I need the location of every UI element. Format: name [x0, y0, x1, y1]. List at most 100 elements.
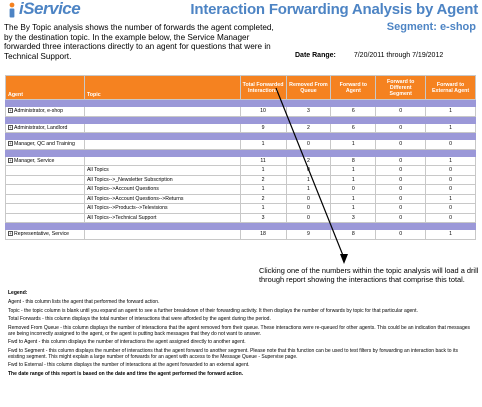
- value-cell[interactable]: 0: [425, 184, 476, 195]
- expand-icon[interactable]: +: [8, 108, 13, 114]
- topic-cell: [83, 122, 241, 133]
- topic-row: All Topics-->Account Questions 1 1 0 0 0: [5, 184, 476, 195]
- value-cell[interactable]: 1: [330, 174, 377, 185]
- legend-footer: The date range of this report is based o…: [8, 370, 244, 377]
- value-cell[interactable]: 0: [375, 203, 427, 214]
- value-cell: 0: [375, 106, 427, 117]
- value-cell: 6: [330, 122, 377, 133]
- agent-cell: [5, 203, 85, 214]
- separator-row: [5, 222, 476, 230]
- value-cell[interactable]: 1: [425, 193, 476, 204]
- agent-name: Manager, Service: [14, 157, 55, 164]
- separator-row: [5, 115, 476, 124]
- iservice-logo: iService: [2, 0, 81, 20]
- topic-cell: All Topics: [83, 165, 241, 176]
- value-cell[interactable]: 0: [285, 203, 332, 214]
- value-cell: 1: [330, 139, 377, 150]
- value-cell[interactable]: 1: [239, 203, 287, 214]
- separator-cell: [5, 148, 85, 157]
- agent-cell[interactable]: + Manager, Service: [5, 155, 85, 166]
- expand-icon[interactable]: +: [8, 141, 13, 147]
- value-cell[interactable]: 0: [330, 184, 377, 195]
- value-cell: 0: [375, 155, 427, 166]
- topic-cell: [83, 139, 241, 150]
- value-cell[interactable]: 0: [285, 165, 332, 176]
- col-header-fwd-agent: Forward to Agent: [330, 75, 377, 100]
- legend-item: Removed From Queue - this column display…: [8, 324, 471, 337]
- agent-cell[interactable]: + Administrator, Landlord: [5, 122, 85, 133]
- value-cell[interactable]: 0: [375, 174, 427, 185]
- value-cell[interactable]: 0: [425, 212, 476, 223]
- logo-mark-icon: [9, 2, 15, 18]
- value-cell: 8: [330, 229, 377, 240]
- value-cell[interactable]: 0: [375, 212, 427, 223]
- topic-cell: All Topics-->_Newsletter Subscription: [83, 174, 241, 185]
- value-cell[interactable]: 1: [330, 193, 377, 204]
- agent-name: Administrator, e-shop: [14, 108, 64, 115]
- separator-cell: [83, 132, 241, 140]
- date-range-value: 7/20/2011 through 7/19/2012: [353, 52, 444, 59]
- value-cell: 0: [425, 139, 476, 150]
- agent-name: Administrator, Landlord: [14, 124, 68, 131]
- expand-icon[interactable]: +: [8, 231, 13, 237]
- value-cell: 2: [285, 122, 332, 133]
- value-cell: 1: [239, 139, 287, 150]
- expand-icon[interactable]: +: [8, 157, 13, 163]
- value-cell[interactable]: 0: [425, 174, 476, 185]
- table-body: + Administrator, e-shop 10 3 6 0 1 + Administrat…: [5, 99, 476, 240]
- value-cell[interactable]: 3: [239, 212, 287, 223]
- agent-name: Manager, QC and Training: [14, 141, 75, 148]
- separator-cell: [5, 115, 85, 124]
- topic-row: All Topics 1 0 1 0 0: [5, 165, 476, 176]
- agent-cell[interactable]: + Representative, Service: [5, 229, 85, 240]
- agent-name: Representative, Service: [14, 231, 70, 238]
- agent-cell[interactable]: + Manager, QC and Training: [5, 139, 85, 150]
- value-cell[interactable]: 1: [239, 184, 287, 195]
- value-cell[interactable]: 1: [285, 184, 332, 195]
- value-cell[interactable]: 2: [239, 174, 287, 185]
- col-header-total: Total Forwarded Interactions: [239, 75, 287, 100]
- separator-cell: [83, 115, 241, 124]
- value-cell[interactable]: 1: [285, 174, 332, 185]
- separator-cell: [375, 115, 427, 124]
- value-cell[interactable]: 0: [375, 193, 427, 204]
- forwarding-table: Agent Topic Total Forwarded Interactions…: [5, 75, 476, 240]
- value-cell[interactable]: 2: [239, 193, 287, 204]
- table-header-row: Agent Topic Total Forwarded Interactions…: [5, 75, 476, 100]
- topic-cell: All Topics-->Technical Support: [83, 212, 241, 223]
- value-cell[interactable]: 1: [330, 203, 377, 214]
- topic-row: All Topics-->Account Questions-->Returns…: [5, 193, 476, 204]
- value-cell[interactable]: 0: [425, 165, 476, 176]
- col-header-removed: Removed From Queue: [285, 75, 332, 100]
- legend-item: Fwd to External - this column displays t…: [8, 362, 250, 368]
- expand-icon[interactable]: +: [8, 124, 13, 130]
- topic-row: All Topics-->_Newsletter Subscription 2 1 1…: [5, 174, 476, 185]
- value-cell: 8: [330, 155, 377, 166]
- separator-cell: [285, 132, 332, 140]
- value-cell: 1: [425, 155, 476, 166]
- value-cell[interactable]: 0: [375, 184, 427, 195]
- value-cell: 0: [375, 139, 427, 150]
- separator-cell: [375, 99, 427, 107]
- value-cell[interactable]: 1: [239, 165, 287, 176]
- value-cell[interactable]: 0: [375, 165, 427, 176]
- separator-cell: [239, 132, 287, 140]
- value-cell[interactable]: 3: [330, 212, 377, 223]
- agent-cell[interactable]: + Administrator, e-shop: [5, 106, 85, 117]
- separator-cell: [285, 99, 332, 107]
- separator-cell: [83, 148, 241, 157]
- value-cell[interactable]: 0: [425, 203, 476, 214]
- value-cell: 1: [425, 106, 476, 117]
- legend-item: Fwd to Segment - this column displays th…: [8, 347, 458, 360]
- topic-cell: All Topics-->Account Questions-->Returns: [83, 193, 241, 204]
- legend: Legend: Agent - this column lists the ag…: [8, 290, 476, 377]
- value-cell: 0: [285, 139, 332, 150]
- separator-cell: [425, 132, 476, 140]
- agent-cell: [5, 212, 85, 223]
- value-cell[interactable]: 1: [330, 165, 377, 176]
- value-cell[interactable]: 0: [285, 193, 332, 204]
- separator-cell: [375, 222, 427, 230]
- value-cell: 2: [285, 155, 332, 166]
- value-cell[interactable]: 0: [285, 212, 332, 223]
- separator-cell: [285, 148, 332, 157]
